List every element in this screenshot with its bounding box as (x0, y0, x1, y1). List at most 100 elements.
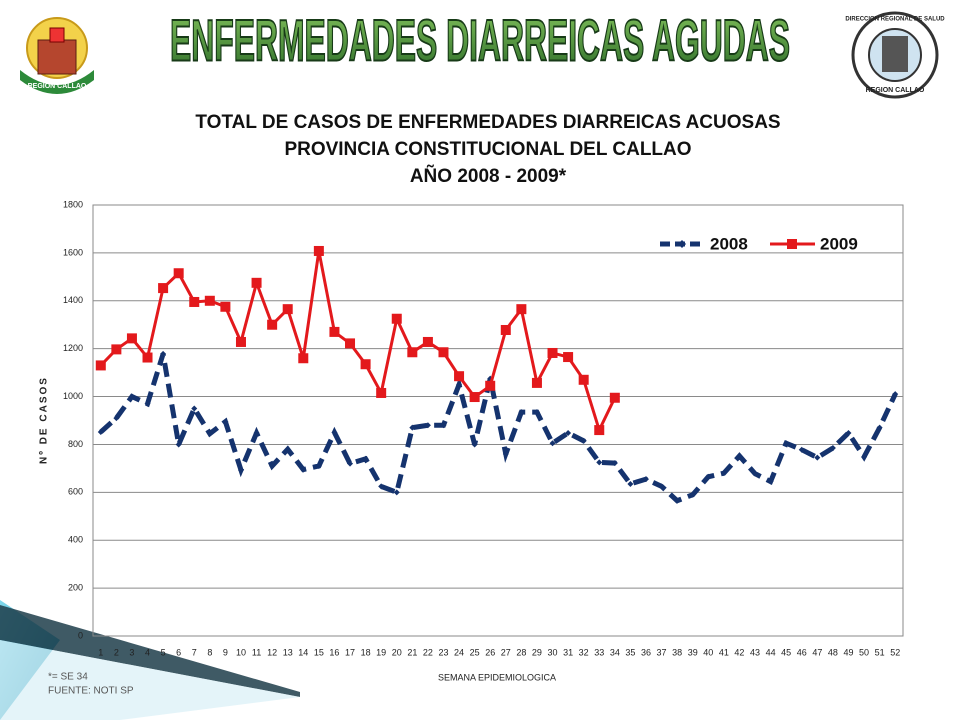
marker (594, 425, 605, 436)
x-tick-label: 16 (329, 647, 339, 657)
marker (220, 301, 231, 312)
x-tick-label: 39 (688, 647, 698, 657)
y-tick-label: 1200 (63, 343, 83, 353)
x-tick-label: 4 (145, 647, 150, 657)
marker (705, 473, 712, 480)
marker (393, 489, 400, 496)
marker (237, 467, 244, 474)
footnote: *= SE 34 (48, 672, 88, 683)
marker (142, 352, 153, 363)
x-tick-label: 34 (610, 647, 620, 657)
x-tick-label: 20 (392, 647, 402, 657)
marker (485, 380, 496, 391)
x-tick-label: 22 (423, 647, 433, 657)
legend-label: 2009 (820, 234, 858, 253)
x-tick-label: 5 (161, 647, 166, 657)
marker (422, 336, 433, 347)
chart-title: AÑO 2008 - 2009* (410, 165, 567, 187)
marker (469, 392, 480, 403)
marker (284, 446, 291, 453)
marker (752, 470, 759, 477)
marker (222, 418, 229, 425)
marker (767, 478, 774, 485)
x-tick-label: 48 (828, 647, 838, 657)
marker (331, 429, 338, 436)
logo-text: REGION CALLAO (866, 87, 925, 94)
right-logo: DIRECCION REGIONAL DE SALUD REGION CALLA… (845, 11, 945, 99)
marker (861, 453, 868, 460)
x-tick-label: 45 (781, 647, 791, 657)
chart-title: PROVINCIA CONSTITUCIONAL DEL CALLAO (284, 139, 691, 160)
marker (578, 374, 589, 385)
x-tick-label: 41 (719, 647, 729, 657)
marker (113, 415, 120, 422)
x-tick-label: 29 (532, 647, 542, 657)
marker (533, 409, 540, 416)
marker (128, 393, 135, 400)
marker (829, 445, 836, 452)
marker (347, 460, 354, 467)
legend-swatch (678, 240, 686, 248)
x-tick-label: 50 (859, 647, 869, 657)
marker (204, 295, 215, 306)
y-tick-label: 0 (78, 630, 83, 640)
marker (642, 476, 649, 483)
logo-text: REGION CALLAO (28, 83, 87, 90)
x-tick-label: 18 (361, 647, 371, 657)
marker (531, 377, 542, 388)
marker (251, 277, 262, 288)
marker (609, 392, 620, 403)
marker (892, 391, 899, 398)
x-tick-label: 9 (223, 647, 228, 657)
marker (424, 422, 431, 429)
x-tick-label: 11 (252, 647, 261, 657)
y-tick-label: 1400 (63, 295, 83, 305)
marker (173, 268, 184, 279)
x-tick-label: 46 (797, 647, 807, 657)
chart-title: TOTAL DE CASOS DE ENFERMEDADES DIARREICA… (195, 112, 780, 133)
marker (736, 452, 743, 459)
marker (315, 462, 322, 469)
decoration (0, 605, 300, 697)
marker (814, 454, 821, 461)
x-tick-label: 33 (594, 647, 604, 657)
x-tick-label: 14 (298, 647, 308, 657)
marker (253, 429, 260, 436)
series-line (99, 353, 898, 504)
logo-text: DIRECCION REGIONAL DE SALUD (845, 17, 945, 23)
x-tick-label: 17 (345, 647, 355, 657)
marker (674, 497, 681, 504)
marker (298, 353, 309, 364)
marker (376, 387, 387, 398)
marker (175, 441, 182, 448)
marker (565, 429, 572, 436)
marker (191, 405, 198, 412)
x-tick-label: 6 (176, 647, 181, 657)
marker (658, 483, 665, 490)
x-tick-label: 32 (579, 647, 589, 657)
y-tick-label: 800 (68, 439, 83, 449)
x-tick-label: 49 (843, 647, 853, 657)
marker (440, 422, 447, 429)
marker (471, 441, 478, 448)
x-tick-label: 19 (376, 647, 386, 657)
x-tick-label: 10 (236, 647, 246, 657)
x-tick-label: 25 (470, 647, 480, 657)
x-tick-label: 36 (641, 647, 651, 657)
marker (611, 460, 618, 467)
y-tick-label: 1000 (63, 391, 83, 401)
left-logo: REGION CALLAO (20, 17, 94, 94)
marker (689, 491, 696, 498)
x-tick-label: 15 (314, 647, 324, 657)
y-axis-label: Nº DE CASOS (39, 376, 50, 464)
legend-swatch (787, 239, 797, 249)
marker (111, 344, 122, 355)
marker (144, 400, 151, 407)
x-tick-label: 2 (114, 647, 119, 657)
x-tick-label: 3 (129, 647, 134, 657)
marker (518, 409, 525, 416)
marker (580, 437, 587, 444)
plot-area (92, 204, 904, 637)
